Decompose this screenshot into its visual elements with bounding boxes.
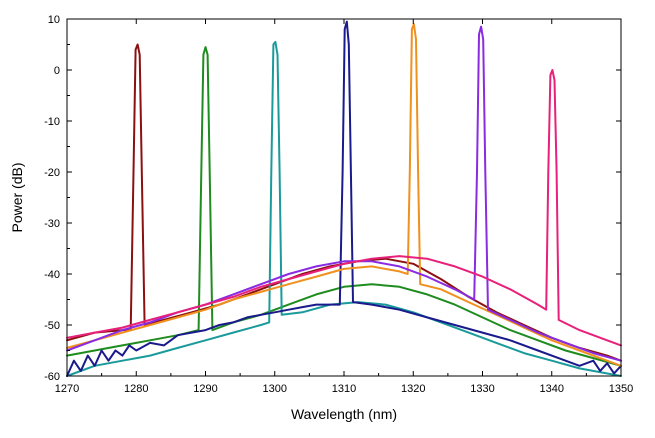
x-tick-label: 1280 [124, 383, 148, 395]
y-tick-label: -10 [44, 116, 60, 128]
y-axis-title: Power (dB) [9, 162, 25, 232]
series-line-3 [66, 40, 622, 377]
x-axis-title: Wavelength (nm) [291, 406, 397, 422]
y-tick-label: -60 [44, 371, 60, 383]
x-tick-label: 1330 [470, 383, 494, 395]
y-tick-label: -30 [44, 218, 60, 230]
series-line-7 [66, 69, 622, 347]
y-tick-label: 0 [54, 65, 60, 77]
ticks-layer: 1270 1280 1290 1300 1310 1320 1330 1340 1350 10 0 -… [44, 14, 633, 395]
series-layer [66, 20, 622, 377]
x-tick-label: 1290 [193, 383, 217, 395]
x-tick-label: 1270 [55, 383, 79, 395]
x-tick-label: 1320 [401, 383, 425, 395]
x-tick-label: 1300 [263, 383, 287, 395]
series-line-4 [66, 20, 622, 377]
x-tick-label: 1310 [332, 383, 356, 395]
y-tick-label: -40 [44, 269, 60, 281]
x-tick-label: 1350 [609, 383, 633, 395]
x-tick-label: 1340 [540, 383, 564, 395]
y-tick-label: -20 [44, 167, 60, 179]
series-line-1 [66, 43, 622, 362]
y-tick-label: -50 [44, 320, 60, 332]
y-tick-label: 10 [48, 14, 60, 26]
series-line-5 [66, 23, 622, 367]
